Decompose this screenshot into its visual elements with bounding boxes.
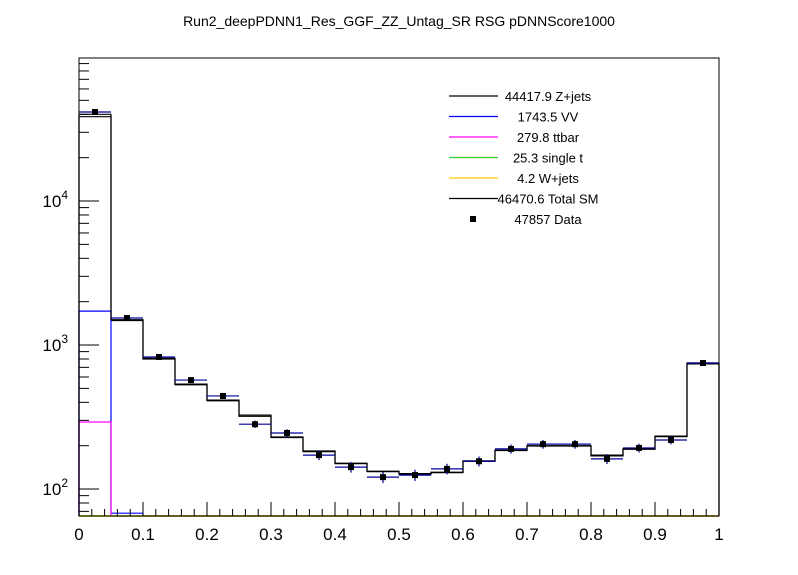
legend-entry: 1743.5 VV (449, 110, 579, 125)
legend-label: 46470.6 Total SM (498, 192, 599, 207)
data-point (207, 392, 239, 400)
legend-marker-icon (470, 216, 476, 222)
legend-label: 25.3 single t (513, 151, 583, 166)
legend-label: 44417.9 Z+jets (505, 89, 592, 104)
legend-entry: 4.2 W+jets (449, 171, 579, 186)
y-tick-base: 10 (42, 480, 61, 499)
x-tick-label: 0 (74, 525, 83, 544)
legend-entry: 46470.6 Total SM (449, 192, 598, 207)
data-point (431, 463, 463, 475)
legend-label: 4.2 W+jets (517, 171, 579, 186)
data-point (79, 109, 111, 116)
x-tick-label: 0.4 (323, 525, 347, 544)
data-point (303, 450, 335, 461)
data-point (623, 443, 655, 453)
data-marker (604, 455, 610, 462)
x-tick-label: 0.3 (259, 525, 283, 544)
data-marker (252, 421, 258, 428)
data-point (143, 353, 175, 360)
legend-entry: 44417.9 Z+jets (449, 89, 592, 104)
hist-vv (78, 310, 719, 517)
legend-label: 47857 Data (514, 212, 582, 227)
y-tick-exponent: 2 (61, 476, 68, 490)
y-tick-label: 104 (42, 188, 68, 211)
hist-z-jets (78, 116, 720, 516)
data-marker (508, 445, 514, 452)
data-point (399, 469, 431, 481)
legend: 44417.9 Z+jets 1743.5 VV 279.8 ttbar 25.3 s… (449, 89, 598, 227)
hist-ttbar (78, 421, 719, 517)
histogram-layer (78, 109, 720, 517)
y-tick-exponent: 3 (61, 332, 68, 346)
data-marker (540, 441, 546, 448)
data-marker (316, 452, 322, 459)
legend-entry: 47857 Data (470, 212, 582, 227)
data-marker (412, 472, 418, 479)
x-tick-label: 0.1 (131, 525, 155, 544)
data-marker (348, 464, 354, 471)
x-tick-label: 0.2 (195, 525, 219, 544)
data-marker (124, 315, 130, 322)
data-point (527, 439, 559, 449)
hist-total-sm (78, 113, 720, 516)
data-point (687, 360, 719, 367)
data-point (239, 420, 271, 429)
y-tick-exponent: 4 (61, 188, 68, 202)
x-tick-label: 0.9 (643, 525, 667, 544)
data-point (495, 444, 527, 454)
data-marker (444, 465, 450, 472)
y-tick-base: 10 (42, 192, 61, 211)
y-tick-base: 10 (42, 336, 61, 355)
chart-title: Run2_deepPDNN1_Res_GGF_ZZ_Untag_SR RSG p… (183, 13, 615, 29)
data-marker (188, 377, 194, 384)
data-point (367, 471, 399, 484)
x-tick-label: 0.7 (515, 525, 539, 544)
data-marker (668, 437, 674, 444)
data-point (271, 429, 303, 438)
data-marker (220, 392, 226, 399)
x-tick-label: 1 (714, 525, 723, 544)
data-point (175, 377, 207, 384)
x-tick-label: 0.6 (451, 525, 475, 544)
data-marker (156, 353, 162, 360)
data-marker (700, 360, 706, 367)
data-marker (636, 444, 642, 451)
data-point (463, 456, 495, 467)
legend-entry: 279.8 ttbar (449, 130, 580, 145)
data-marker (476, 458, 482, 465)
legend-entry: 25.3 single t (449, 151, 583, 166)
y-tick-label: 102 (42, 476, 68, 499)
data-marker (284, 430, 290, 437)
y-tick-label: 103 (42, 332, 68, 355)
legend-label: 279.8 ttbar (517, 130, 580, 145)
data-point (591, 454, 623, 464)
data-marker (572, 441, 578, 448)
x-tick-label: 0.8 (579, 525, 603, 544)
data-point (111, 315, 143, 322)
data-marker (380, 474, 386, 481)
data-marker (92, 109, 98, 116)
x-tick-label: 0.5 (387, 525, 411, 544)
data-point (335, 462, 367, 473)
data-point (655, 435, 687, 445)
legend-label: 1743.5 VV (518, 110, 579, 125)
plot-frame (78, 57, 720, 517)
data-point (559, 439, 591, 449)
